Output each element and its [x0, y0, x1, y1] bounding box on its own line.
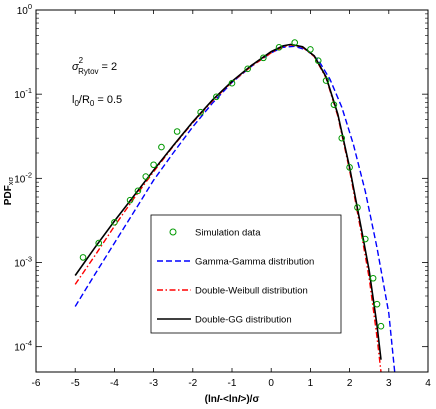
simulation-data-point: [197, 108, 204, 116]
simulation-data-point: [260, 54, 267, 62]
y-tick-label: 10-3: [14, 254, 32, 269]
x-tick-label: 2: [347, 378, 353, 389]
simulation-data-point: [354, 204, 361, 211]
simulation-data-point: [369, 274, 377, 282]
simulation-data-point: [377, 322, 385, 330]
rytov-variance-annotation: σ2 Rytov = 2: [72, 56, 117, 76]
legend-marker-sample: [169, 228, 177, 236]
simulation-data-point: [244, 65, 251, 73]
x-tick-label: 4: [425, 378, 431, 389]
simulation-data-point: [307, 46, 314, 53]
simulation-data-point: [158, 143, 165, 151]
simulation-data-point: [291, 39, 299, 46]
legend-label: Gamma-Gamma distribution: [195, 257, 314, 268]
y-tick-label: 100: [17, 2, 32, 17]
x-tick-label: -5: [71, 378, 80, 389]
axis-ticks: [35, 9, 429, 372]
y-axis-label: PDFxσ: [3, 176, 15, 205]
simulation-data-point: [173, 128, 181, 135]
x-tick-label: -2: [188, 378, 197, 389]
simulation-data-point: [134, 187, 142, 195]
curves-layer: [74, 43, 396, 372]
x-tick-label: 3: [386, 378, 392, 389]
simulation-data-point: [111, 219, 118, 226]
simulation-data-point: [361, 235, 369, 243]
simulation-data-point: [95, 239, 103, 247]
simulation-data-point: [314, 57, 322, 64]
legend: Simulation data Gamma-Gamma distribution D…: [150, 214, 342, 334]
legend-label: Double-Weibull distribution: [195, 286, 308, 297]
x-tick-label: -4: [110, 378, 119, 389]
aperture-ratio-annotation: l0/R0 = 0.5: [72, 94, 122, 108]
legend-box: [150, 214, 342, 334]
x-tick-label: 0: [268, 378, 274, 389]
simulation-data-point: [213, 93, 220, 101]
simulation-data-point: [322, 77, 330, 84]
simulation-data-point: [338, 134, 346, 142]
y-tick-label: 10-1: [14, 86, 32, 101]
markers-layer: [79, 39, 385, 330]
x-tick-label: -3: [149, 378, 158, 389]
simulation-data-point: [79, 254, 87, 261]
gamma-gamma-distribution-line: [74, 45, 396, 372]
simulation-data-point: [150, 161, 157, 169]
tick-labels: -6 -5 -4 -3 -2 -1 0 1 2 3 4 10-4 10-3 10-2 10-1 100: [14, 2, 431, 389]
simulation-data-point: [346, 164, 353, 171]
simulation-data-point: [142, 173, 150, 180]
x-tick-label: -1: [228, 378, 237, 389]
legend-label: Simulation data: [195, 228, 261, 239]
x-tick-label: 1: [308, 378, 314, 389]
simulation-data-point: [330, 101, 338, 108]
x-tick-label: -6: [32, 378, 41, 389]
simulation-data-point: [373, 300, 381, 308]
simulation-data-point: [275, 44, 283, 51]
legend-label: Double-GG distribution: [195, 315, 292, 326]
simulation-data-point: [228, 79, 236, 87]
double-gg-distribution-line: [74, 43, 382, 360]
y-tick-label: 10-4: [14, 339, 32, 354]
simulation-data-point: [126, 196, 134, 204]
x-axis-label: (lnI-<lnI>)/σ: [205, 394, 260, 405]
y-tick-label: 10-2: [14, 170, 32, 185]
